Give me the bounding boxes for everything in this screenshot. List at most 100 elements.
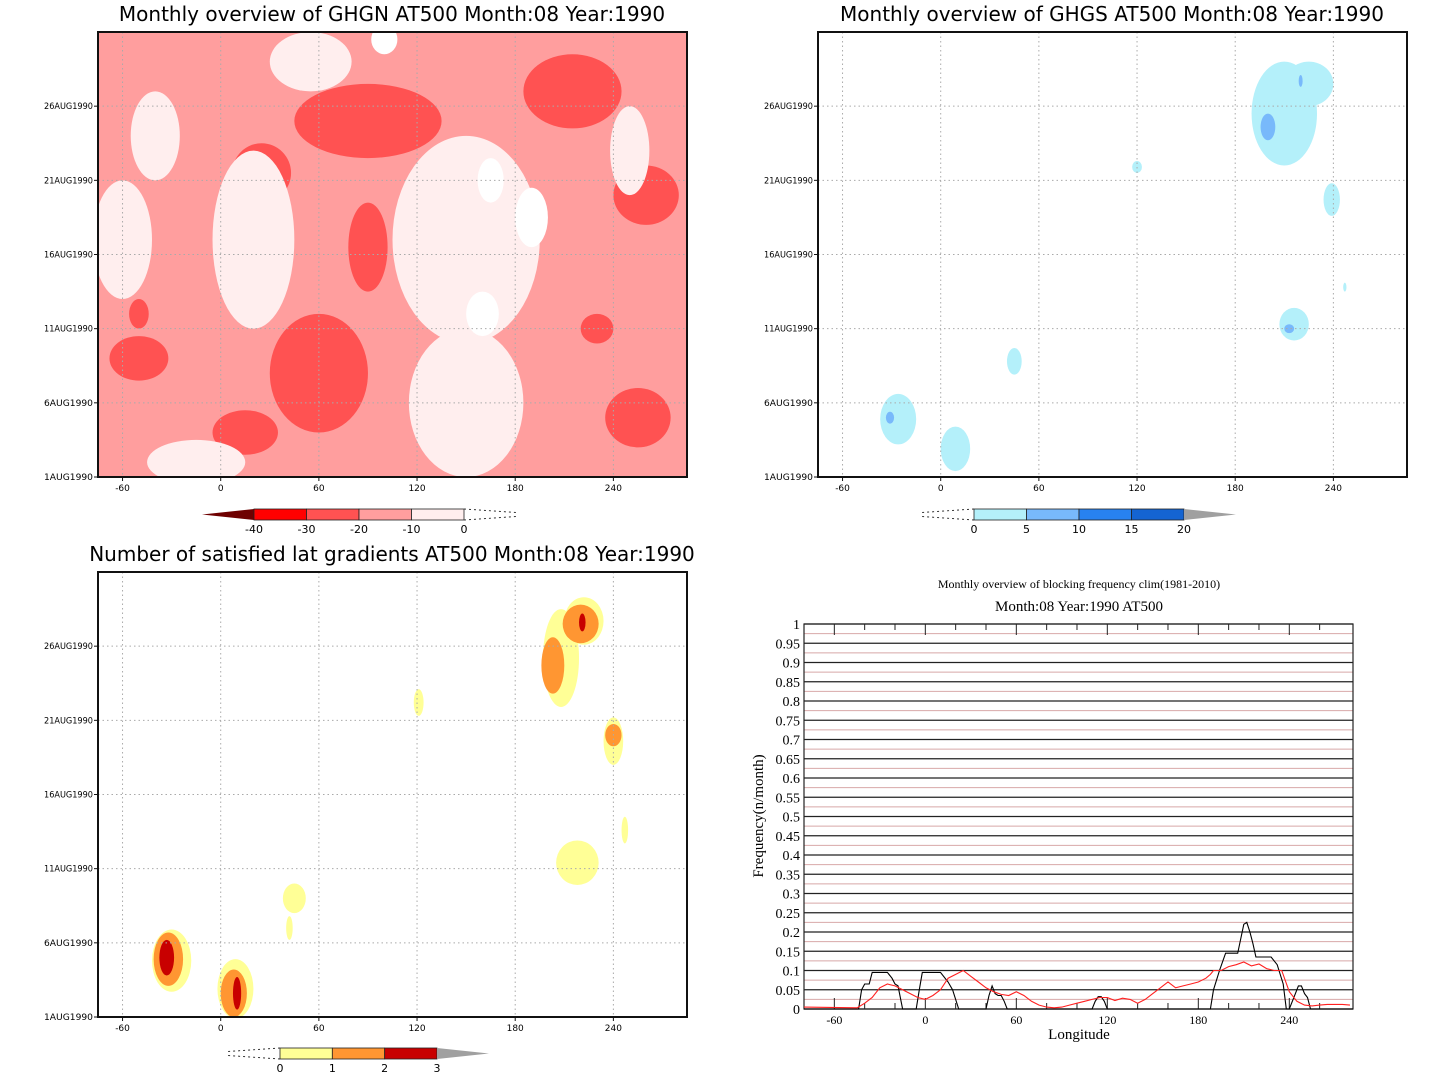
x-axis-label: Longitude xyxy=(1048,1027,1110,1043)
series-line-climatology xyxy=(803,961,1351,1009)
x-tick-label: 0 xyxy=(218,1024,224,1034)
colorbar-extend-low-empty xyxy=(227,1055,281,1060)
contour-region--30..-20 xyxy=(109,336,169,381)
contour-region--30..-20 xyxy=(580,313,614,344)
y-tick-label: 11AUG1990 xyxy=(764,325,813,335)
contour-region-0+ xyxy=(515,187,548,248)
colorbar-extend-low-empty xyxy=(921,516,975,521)
contour-region-5..10 xyxy=(1298,75,1303,87)
contour-region-0..1 xyxy=(413,689,424,716)
colorbar-box xyxy=(279,1047,333,1060)
x-tick-label: 0 xyxy=(938,484,944,494)
colorbar-extend-high xyxy=(1184,509,1236,520)
contour-region--30..-20 xyxy=(129,299,149,329)
contour-region--10..0 xyxy=(130,91,180,181)
y-tick-label: 21AUG1990 xyxy=(44,176,93,186)
colorbar-label: -40 xyxy=(245,523,263,536)
chart-blocking-frequency: Monthly overview of blocking frequency c… xyxy=(751,577,1354,1043)
y-tick-label: 1AUG1990 xyxy=(764,473,813,483)
contour-region-0..1 xyxy=(556,840,599,885)
contour-region--10..0 xyxy=(269,32,352,92)
contour-region-0..5 xyxy=(1284,61,1334,107)
y-tick-label: 0.5 xyxy=(783,811,801,826)
y-tick-label: 0.3 xyxy=(783,888,801,903)
contour-region--30..-20 xyxy=(348,202,388,292)
y-tick-label: 0.4 xyxy=(783,849,801,864)
colorbar-box xyxy=(973,508,1027,521)
x-tick-label: -60 xyxy=(115,1024,130,1034)
x-tick-label: 60 xyxy=(313,484,325,494)
contour-region-2..3 xyxy=(579,613,586,632)
contour-region-0..1 xyxy=(282,883,306,914)
colorbar-label: 0 xyxy=(277,1062,284,1075)
contour-region-0..1 xyxy=(286,916,293,940)
contour-region-1..2 xyxy=(541,637,565,694)
contour-region-0..5 xyxy=(880,393,917,445)
x-tick-label: -60 xyxy=(835,484,850,494)
colorbar-extend-low xyxy=(202,509,254,520)
y-tick-label: 0.85 xyxy=(776,676,801,691)
colorbar-box xyxy=(1078,508,1132,521)
colorbar: 0 5 10 15 20 xyxy=(921,508,1236,536)
y-tick-label: 1AUG1990 xyxy=(44,473,93,483)
colorbar-label: 10 xyxy=(1072,523,1086,536)
y-tick-label: 0.8 xyxy=(783,695,801,710)
colorbar-extend-low-empty xyxy=(921,508,975,513)
y-tick-label: 0.95 xyxy=(776,637,801,652)
y-tick-label: 6AUG1990 xyxy=(44,399,93,409)
y-tick-label: 21AUG1990 xyxy=(764,176,813,186)
contour-region-5..10 xyxy=(1284,324,1295,334)
y-tick-label: 0.25 xyxy=(776,907,801,922)
x-tick-label: 0 xyxy=(218,484,224,494)
colorbar-box xyxy=(358,508,412,521)
colorbar-label: 20 xyxy=(1177,523,1191,536)
chart-ghgs: Monthly overview of GHGS AT500 Month:08 … xyxy=(764,2,1408,536)
chart-ghgn: Monthly overview of GHGN AT500 Month:08 … xyxy=(44,2,688,536)
y-tick-label: 0.75 xyxy=(776,714,801,729)
contour-region-2..3 xyxy=(159,939,175,976)
contour-region--10..0 xyxy=(147,439,246,477)
contour-region--30..-20 xyxy=(294,83,442,159)
contour-region--30..-20 xyxy=(269,313,368,433)
colorbar-extend-low-empty xyxy=(227,1047,281,1052)
contour-region--10..0 xyxy=(212,150,295,329)
y-tick-label: 1AUG1990 xyxy=(44,1013,93,1023)
y-axis-label: Frequency(n/month) xyxy=(751,754,767,877)
colorbar-label: 1 xyxy=(329,1062,336,1075)
colorbar-box xyxy=(1131,508,1185,521)
y-tick-label: 6AUG1990 xyxy=(764,399,813,409)
y-tick-label: 0.05 xyxy=(776,984,801,999)
y-tick-label: 21AUG1990 xyxy=(44,716,93,726)
colorbar-extend-high-empty xyxy=(463,508,517,513)
y-tick-label: 26AUG1990 xyxy=(44,102,93,112)
colorbar-label: -10 xyxy=(403,523,421,536)
contour-region-0..5 xyxy=(1279,307,1309,341)
colorbar-extend-high xyxy=(437,1048,489,1059)
contour-region-0..5 xyxy=(1343,282,1347,292)
y-tick-label: 1 xyxy=(793,618,800,633)
y-tick-label: 0.7 xyxy=(783,734,801,749)
y-tick-label: 0.55 xyxy=(776,791,801,806)
plot-area xyxy=(98,572,687,1017)
x-tick-label: 120 xyxy=(1098,1013,1116,1027)
y-tick-label: 0.15 xyxy=(776,945,801,960)
colorbar: -40 -30 -20 -10 0 xyxy=(202,508,517,536)
y-tick-label: 0.9 xyxy=(783,657,801,672)
y-tick-label: 0.35 xyxy=(776,868,801,883)
contour-region-0+ xyxy=(371,32,398,55)
contour-region-5..10 xyxy=(885,411,895,424)
contour-region-5..10 xyxy=(1260,113,1276,141)
contour-region-0..1 xyxy=(621,816,629,844)
contour-region--10..0 xyxy=(610,106,650,196)
x-tick-label: -60 xyxy=(115,484,130,494)
y-tick-label: 0.1 xyxy=(783,965,801,980)
x-tick-label: 60 xyxy=(1033,484,1045,494)
y-tick-label: 6AUG1990 xyxy=(44,939,93,949)
colorbar-label: 0 xyxy=(461,523,468,536)
colorbar-box xyxy=(331,1047,386,1060)
x-tick-label: 120 xyxy=(1128,484,1145,494)
contour-region-0..5 xyxy=(940,426,971,472)
contour-region-0+ xyxy=(466,291,499,337)
y-tick-label: 0.2 xyxy=(783,926,801,941)
